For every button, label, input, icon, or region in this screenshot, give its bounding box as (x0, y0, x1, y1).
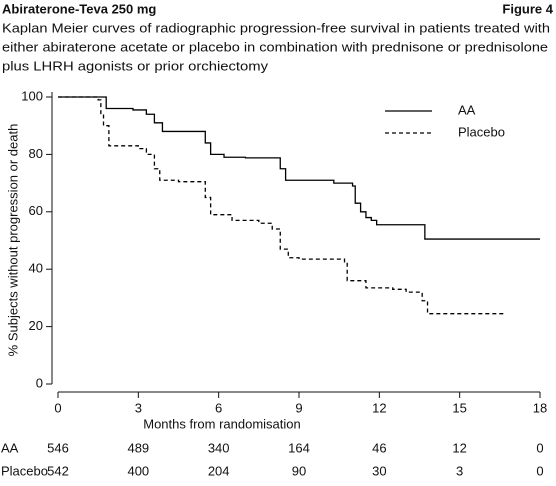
figure-label: Figure 4 (502, 1, 553, 16)
x-axis-label: Months from randomisation (143, 416, 301, 431)
risk-count: 546 (47, 440, 69, 455)
x-tick-label: 18 (533, 400, 547, 415)
risk-count: 0 (536, 440, 543, 455)
caption-line: either abiraterone acetate or placebo in… (2, 39, 548, 54)
risk-count: 3 (456, 463, 463, 478)
x-tick-label: 3 (135, 400, 142, 415)
risk-count: 542 (47, 463, 69, 478)
risk-count: 0 (536, 463, 543, 478)
risk-row-label: AA (1, 440, 19, 455)
risk-count: 164 (288, 440, 310, 455)
legend-label: AA (458, 102, 476, 117)
y-tick-label: 40 (29, 261, 43, 276)
risk-count: 46 (372, 440, 386, 455)
caption-line: Kaplan Meier curves of radiographic prog… (2, 20, 550, 35)
risk-count: 204 (208, 463, 230, 478)
y-tick-label: 60 (29, 203, 43, 218)
risk-count: 400 (127, 463, 149, 478)
y-tick-label: 100 (21, 88, 43, 103)
risk-count: 30 (372, 463, 386, 478)
risk-count: 12 (452, 440, 466, 455)
survival-curve (58, 96, 540, 240)
x-tick-label: 15 (452, 400, 466, 415)
legend-label: Placebo (458, 124, 505, 139)
y-tick-label: 0 (36, 375, 43, 390)
x-tick-label: 6 (215, 400, 222, 415)
y-axis-label: % Subjects without progression or death (5, 124, 20, 357)
header-title: Abiraterone-Teva 250 mg (2, 1, 156, 16)
y-tick-label: 80 (29, 146, 43, 161)
x-tick-label: 0 (54, 400, 61, 415)
y-tick-label: 20 (29, 318, 43, 333)
risk-count: 489 (127, 440, 149, 455)
risk-count: 90 (292, 463, 306, 478)
x-tick-label: 9 (295, 400, 302, 415)
survival-curve (58, 96, 506, 315)
caption-line: plus LHRH agonists or prior orchiectomy (2, 58, 269, 73)
x-tick-label: 12 (372, 400, 386, 415)
risk-row-label: Placebo (1, 463, 48, 478)
risk-count: 340 (208, 440, 230, 455)
